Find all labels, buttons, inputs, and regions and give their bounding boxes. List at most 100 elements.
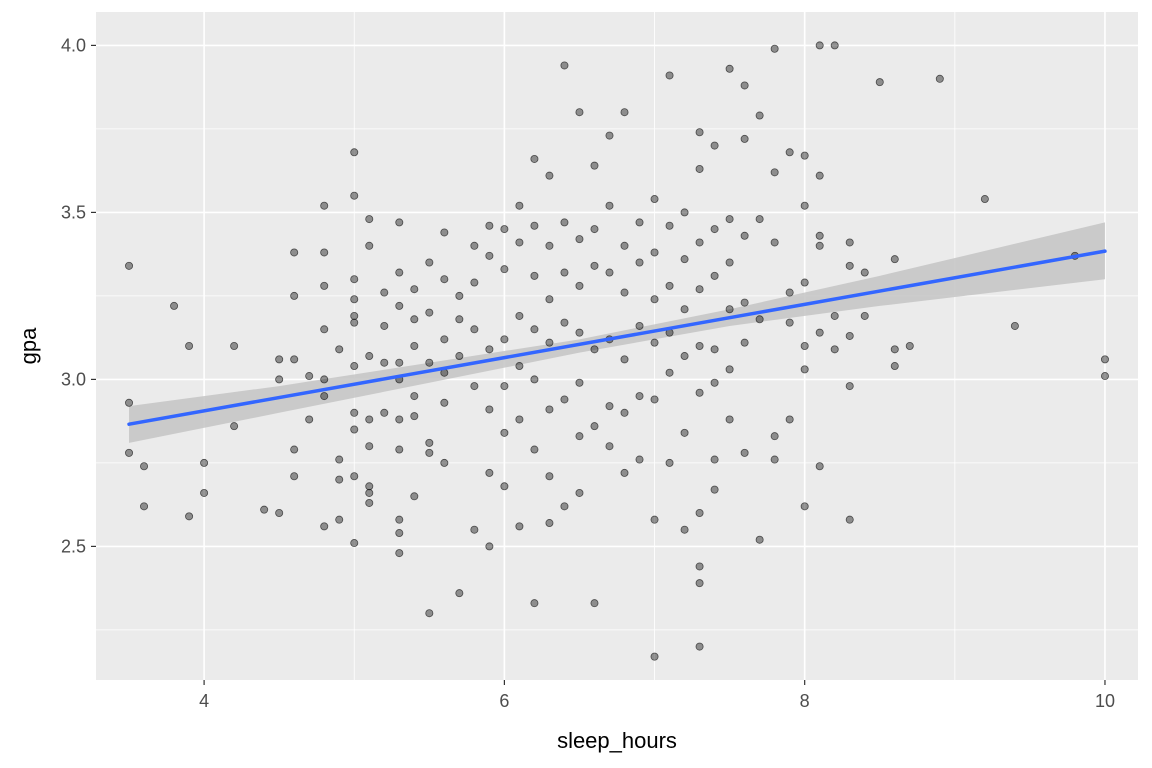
data-point	[380, 358, 389, 367]
y-axis: 2.5 3.0 3.5 4.0	[61, 35, 96, 556]
data-point	[290, 445, 299, 454]
data-point	[845, 515, 854, 524]
data-point	[815, 241, 824, 250]
x-tick-label: 8	[800, 691, 810, 711]
data-point	[515, 415, 524, 424]
data-point	[545, 338, 554, 347]
minor-gridlines	[96, 12, 1138, 680]
data-point	[590, 161, 599, 170]
data-point	[560, 502, 569, 511]
data-point	[815, 171, 824, 180]
data-point	[575, 235, 584, 244]
data-point	[350, 472, 359, 481]
data-point	[365, 241, 374, 250]
data-point	[290, 291, 299, 300]
data-point	[695, 285, 704, 294]
data-point	[320, 281, 329, 290]
data-point	[590, 599, 599, 608]
data-point	[500, 265, 509, 274]
data-point	[500, 428, 509, 437]
data-point	[380, 321, 389, 330]
data-point	[440, 398, 449, 407]
data-point	[755, 215, 764, 224]
x-axis-title: sleep_hours	[557, 728, 677, 753]
data-point	[335, 455, 344, 464]
data-point	[800, 278, 809, 287]
data-point	[455, 315, 464, 324]
data-point	[350, 539, 359, 548]
data-point	[680, 352, 689, 361]
data-point	[140, 462, 149, 471]
data-point	[785, 415, 794, 424]
data-point	[710, 485, 719, 494]
data-point	[410, 412, 419, 421]
data-point	[545, 241, 554, 250]
data-point	[755, 315, 764, 324]
data-point	[680, 255, 689, 264]
data-point	[485, 405, 494, 414]
data-point	[725, 365, 734, 374]
data-point	[770, 238, 779, 247]
data-point	[485, 542, 494, 551]
data-point	[770, 432, 779, 441]
data-point	[650, 515, 659, 524]
data-point	[605, 268, 614, 277]
data-point	[275, 355, 284, 364]
data-point	[335, 345, 344, 354]
data-point	[650, 195, 659, 204]
data-point	[800, 151, 809, 160]
data-point	[890, 362, 899, 371]
data-point	[425, 358, 434, 367]
data-point	[470, 241, 479, 250]
data-point	[410, 392, 419, 401]
data-point	[785, 288, 794, 297]
data-point	[695, 579, 704, 588]
data-point	[620, 355, 629, 364]
data-point	[575, 328, 584, 337]
data-point	[725, 64, 734, 73]
data-point	[500, 382, 509, 391]
data-point	[545, 171, 554, 180]
data-point	[740, 338, 749, 347]
x-tick-label: 4	[199, 691, 209, 711]
data-point	[545, 405, 554, 414]
data-point	[365, 498, 374, 507]
data-point	[395, 301, 404, 310]
data-point	[305, 415, 314, 424]
data-point	[650, 295, 659, 304]
data-point	[410, 285, 419, 294]
data-point	[485, 468, 494, 477]
data-point	[530, 221, 539, 230]
data-point	[320, 375, 329, 384]
data-point	[800, 201, 809, 210]
data-point	[365, 442, 374, 451]
data-point	[380, 288, 389, 297]
data-point	[515, 362, 524, 371]
data-point	[740, 298, 749, 307]
data-point	[710, 378, 719, 387]
data-point	[575, 488, 584, 497]
data-point	[365, 415, 374, 424]
data-point	[935, 74, 944, 83]
data-point	[665, 281, 674, 290]
data-point	[440, 275, 449, 284]
data-point	[395, 218, 404, 227]
x-axis: 4 6 8 10	[199, 680, 1115, 711]
data-point	[635, 321, 644, 330]
data-point	[320, 248, 329, 257]
data-point	[395, 268, 404, 277]
data-point	[425, 448, 434, 457]
data-point	[200, 458, 209, 467]
data-point	[350, 275, 359, 284]
x-tick-label: 6	[499, 691, 509, 711]
data-point	[710, 141, 719, 150]
data-point	[500, 335, 509, 344]
data-point	[710, 225, 719, 234]
data-point	[710, 345, 719, 354]
data-point	[320, 201, 329, 210]
data-point	[620, 408, 629, 417]
data-point	[230, 341, 239, 350]
data-point	[680, 305, 689, 314]
data-point	[575, 108, 584, 117]
